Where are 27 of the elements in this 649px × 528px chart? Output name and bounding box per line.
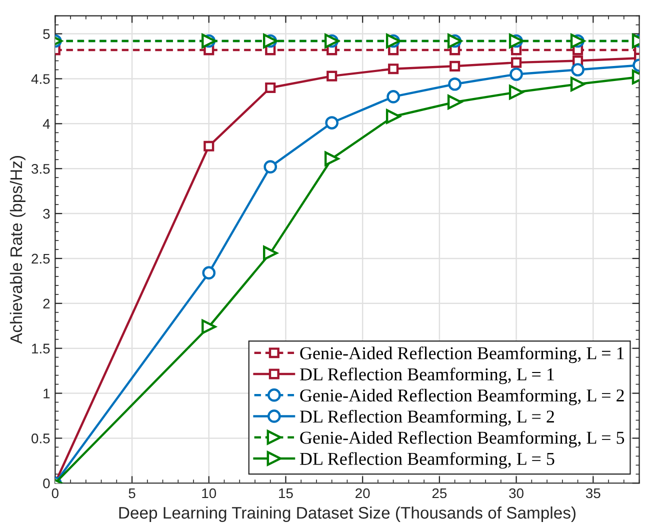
y-tick-label: 4.5 — [31, 74, 50, 84]
y-tick-label: 1.5 — [32, 344, 50, 354]
x-tick-label: 10 — [202, 488, 216, 498]
x-tick-label: 30 — [509, 488, 524, 498]
y-tick-label: 0.5 — [32, 434, 50, 444]
y-tick-label: 1 — [44, 388, 50, 398]
x-axis-title: Deep Learning Training Dataset Size (Thousands of Samples) — [119, 506, 576, 522]
y-tick-label: 3.5 — [32, 164, 50, 174]
x-tick-label: 15 — [279, 488, 293, 498]
y-tick-label: 5 — [43, 29, 50, 39]
legend-label: DL Reflection Beamforming, L = 1 — [300, 368, 554, 384]
x-tick-label: 5 — [128, 488, 136, 498]
y-tick-label: 0 — [43, 478, 50, 488]
y-tick-label: 2 — [43, 298, 50, 308]
legend-label: Genie-Aided Reflection Beamforming, L = 1 — [300, 346, 624, 364]
x-tick-label: 25 — [432, 488, 447, 498]
x-tick-label: 20 — [356, 488, 370, 498]
legend-label: DL Reflection Beamforming, L = 5 — [300, 452, 554, 469]
y-tick-label: 3 — [43, 208, 50, 219]
x-tick-label: 0 — [52, 488, 58, 498]
legend-label: DL Reflection Beamforming, L = 2 — [300, 410, 554, 426]
y-tick-label: 4 — [42, 119, 50, 129]
legend-label: Genie-Aided Reflection Beamforming, L = 5 — [300, 430, 624, 448]
y-axis-title: Achievable Rate (bps/Hz) — [10, 156, 26, 344]
y-tick-label: 2.5 — [32, 254, 50, 264]
legend-label: Genie-Aided Reflection Beamforming, L = 2 — [300, 388, 624, 406]
x-tick-label: 35 — [586, 488, 600, 498]
